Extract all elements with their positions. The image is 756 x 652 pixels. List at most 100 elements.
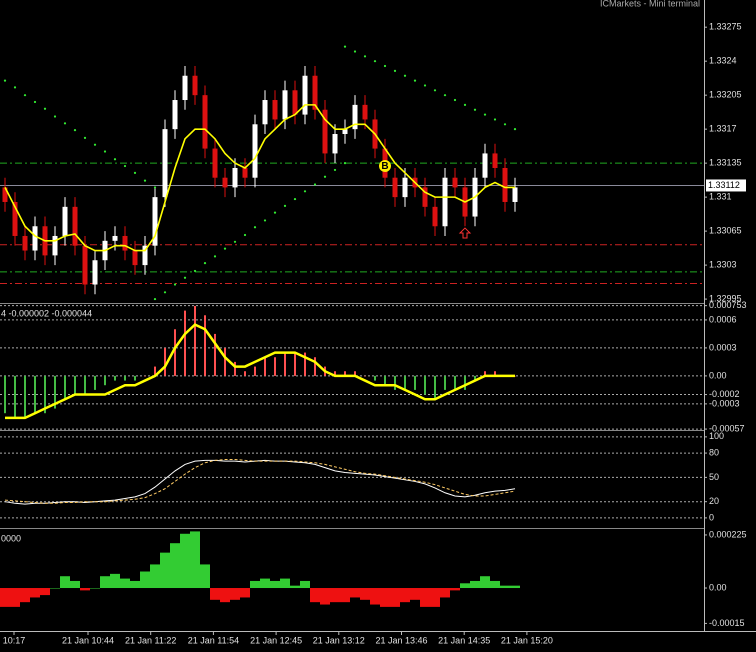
macd-bar [484,371,486,376]
indicator-dot [453,98,457,102]
histogram-bar [310,588,320,603]
indicator-dot [133,171,137,174]
indicator-dot [193,269,197,273]
indicator-dot [503,123,507,126]
indicator-dot [33,100,37,104]
histogram-bar [410,588,420,600]
y-tick-label: 0.000225 [709,529,747,539]
candle-body [502,167,508,202]
candle-body [402,177,408,198]
indicator-label: 0000 [1,533,21,543]
candle-body [12,201,18,236]
y-tick-label: 1.3303 [709,259,737,269]
indicator-dot [43,107,47,110]
macd-bar [4,375,6,414]
panel [0,531,520,607]
y-tick-label: 0.0003 [709,342,737,352]
candle-body [482,153,488,178]
macd-bar [444,375,446,390]
macd-bar [164,347,166,376]
indicator-line [4,104,515,252]
indicator-dot [303,190,307,193]
indicator-dot [403,74,407,77]
histogram-bar [210,588,220,600]
indicator-dot [53,115,57,118]
macd-bar [64,375,66,400]
macd-bar [144,375,146,377]
histogram-bar [30,588,40,598]
histogram-bar [230,588,240,600]
indicator-dot [323,175,327,178]
candle-body [202,95,208,149]
x-tick-label: 21 Jan 11:22 [125,635,176,645]
candle-body [282,90,288,120]
histogram-bar [120,578,130,589]
macd-bar [434,375,436,400]
macd-bar [234,361,236,376]
histogram-bar [260,578,270,589]
histogram-bar [270,580,280,589]
indicator-dot [143,179,147,182]
indicator-dot [313,183,317,186]
histogram-bar [160,552,170,589]
histogram-bar [80,588,90,591]
indicator-dot [353,50,357,53]
indicator-dot [163,291,167,294]
histogram-bar [460,583,470,589]
candle-body [322,109,328,154]
candle-body [152,197,158,246]
indicator-dot [463,103,467,106]
y-tick-label: 0.00 [709,370,727,380]
indicator-dot [483,113,487,116]
candle-body [52,235,58,256]
terminal-title: ICMarkets - Mini terminal [600,0,700,8]
histogram-bar [180,533,190,589]
y-tick-label: 0 [709,512,714,522]
macd-bar [264,357,266,376]
y-tick-label: 1.33275 [709,22,742,32]
histogram-bar [10,588,20,607]
histogram-bar [140,571,150,589]
candle-body [432,206,438,227]
candle-body [442,177,448,227]
candle-body [132,250,138,266]
candle-body [162,129,168,198]
candle-body [92,260,98,285]
macd-bar [294,352,296,376]
candle-body [262,100,268,125]
macd-bar [354,371,356,376]
indicator-dot [263,219,267,222]
current-price-label: 1.33112 [708,180,740,190]
candle-body [342,129,348,135]
panel: B [0,45,704,301]
histogram-bar [290,585,300,589]
macd-bar [84,375,86,395]
signal-marker-label: B [381,161,388,172]
indicator-dot [153,297,157,301]
histogram-bar [130,580,140,589]
candle-body [212,148,218,178]
macd-bar [344,371,346,376]
signal-marker [379,160,391,173]
indicator-dot [23,94,27,97]
indicator-dot [213,255,217,258]
panel [0,305,704,430]
histogram-bar [240,588,250,598]
indicator-dot [243,233,247,237]
candle-body [302,75,308,115]
panel [0,436,704,519]
indicator-dot [493,118,497,121]
macd-bar [244,371,246,376]
macd-bar [254,366,256,376]
histogram-bar [0,588,10,607]
candle-body [362,104,368,120]
x-tick-label: 21 Jan 12:45 [250,635,302,645]
histogram-bar [470,580,480,589]
histogram-bar [40,588,50,596]
x-tick-label: 21 Jan 11:54 [188,635,239,645]
indicator-dot [3,79,7,82]
histogram-bar [90,588,100,589]
indicator-dot [203,262,207,265]
histogram-bar [220,588,230,603]
macd-bar [224,347,226,376]
